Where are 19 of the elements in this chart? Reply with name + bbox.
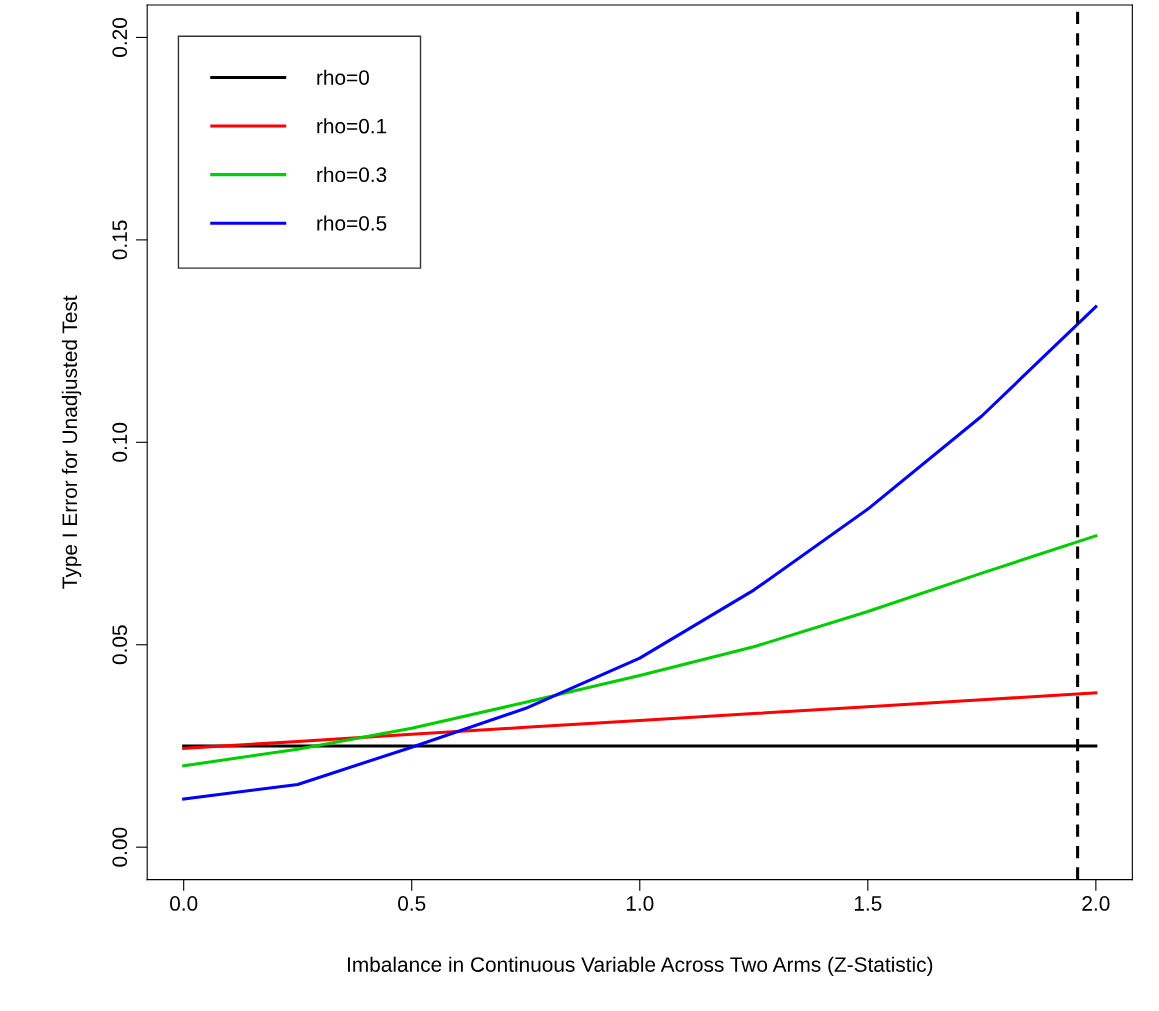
- line-series: [182, 305, 1098, 801]
- x-tick-label: 2.0: [1082, 896, 1110, 911]
- y-axis-title: Type I Error for Unadjusted Test: [61, 295, 82, 589]
- x-tick-label: 0.5: [398, 896, 426, 911]
- x-axis-title: Imbalance in Continuous Variable Across Two Arms (Z-Statistic): [347, 956, 933, 977]
- x-tick-label: 0.0: [170, 896, 198, 911]
- y-tick-label: 0.05: [112, 625, 128, 665]
- line-series: [182, 534, 1098, 768]
- line-series: [182, 691, 1098, 750]
- y-tick-label: 0.20: [112, 17, 128, 57]
- legend-label: rho=0: [317, 69, 369, 85]
- x-tick-label: 1.0: [626, 896, 654, 911]
- legend-label: rho=0.1: [317, 118, 387, 134]
- y-tick-label: 0.15: [112, 220, 128, 260]
- x-tick-label: 1.5: [854, 896, 882, 911]
- y-tick-label: 0.00: [112, 827, 128, 867]
- legend-label: rho=0.3: [317, 166, 387, 183]
- legend-label: rho=0.5: [317, 215, 387, 231]
- y-tick-label: 0.10: [112, 422, 128, 462]
